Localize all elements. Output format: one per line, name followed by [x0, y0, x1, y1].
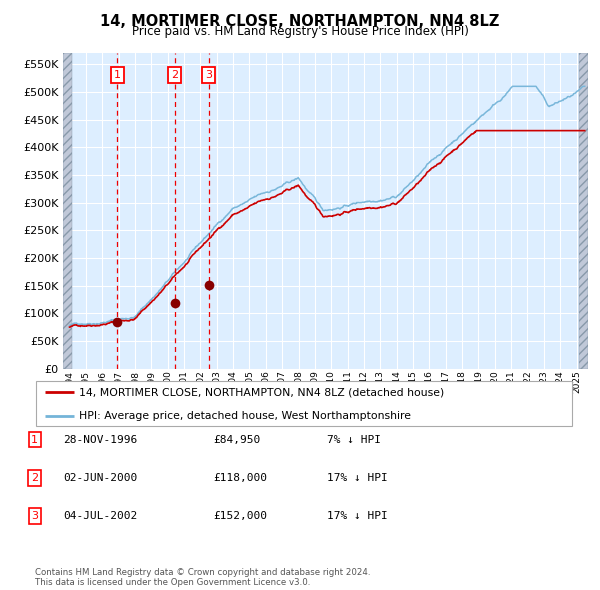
Text: 14, MORTIMER CLOSE, NORTHAMPTON, NN4 8LZ (detached house): 14, MORTIMER CLOSE, NORTHAMPTON, NN4 8LZ…: [79, 388, 445, 398]
Bar: [579, 53, 588, 369]
Text: £118,000: £118,000: [213, 473, 267, 483]
Text: 14, MORTIMER CLOSE, NORTHAMPTON, NN4 8LZ: 14, MORTIMER CLOSE, NORTHAMPTON, NN4 8LZ: [100, 14, 500, 28]
Text: 2: 2: [171, 70, 178, 80]
FancyBboxPatch shape: [36, 381, 572, 426]
Text: Contains HM Land Registry data © Crown copyright and database right 2024.
This d: Contains HM Land Registry data © Crown c…: [35, 568, 370, 587]
Text: £152,000: £152,000: [213, 512, 267, 521]
Text: 7% ↓ HPI: 7% ↓ HPI: [327, 435, 381, 444]
Text: 2: 2: [31, 473, 38, 483]
Text: 1: 1: [31, 435, 38, 444]
Text: 17% ↓ HPI: 17% ↓ HPI: [327, 473, 388, 483]
Text: £84,950: £84,950: [213, 435, 260, 444]
Text: Price paid vs. HM Land Registry's House Price Index (HPI): Price paid vs. HM Land Registry's House …: [131, 25, 469, 38]
Text: HPI: Average price, detached house, West Northamptonshire: HPI: Average price, detached house, West…: [79, 411, 411, 421]
Text: 3: 3: [31, 512, 38, 521]
Text: 04-JUL-2002: 04-JUL-2002: [63, 512, 137, 521]
Text: 28-NOV-1996: 28-NOV-1996: [63, 435, 137, 444]
Bar: [63, 53, 72, 369]
Text: 02-JUN-2000: 02-JUN-2000: [63, 473, 137, 483]
Text: 3: 3: [205, 70, 212, 80]
Text: 1: 1: [113, 70, 121, 80]
Text: 17% ↓ HPI: 17% ↓ HPI: [327, 512, 388, 521]
